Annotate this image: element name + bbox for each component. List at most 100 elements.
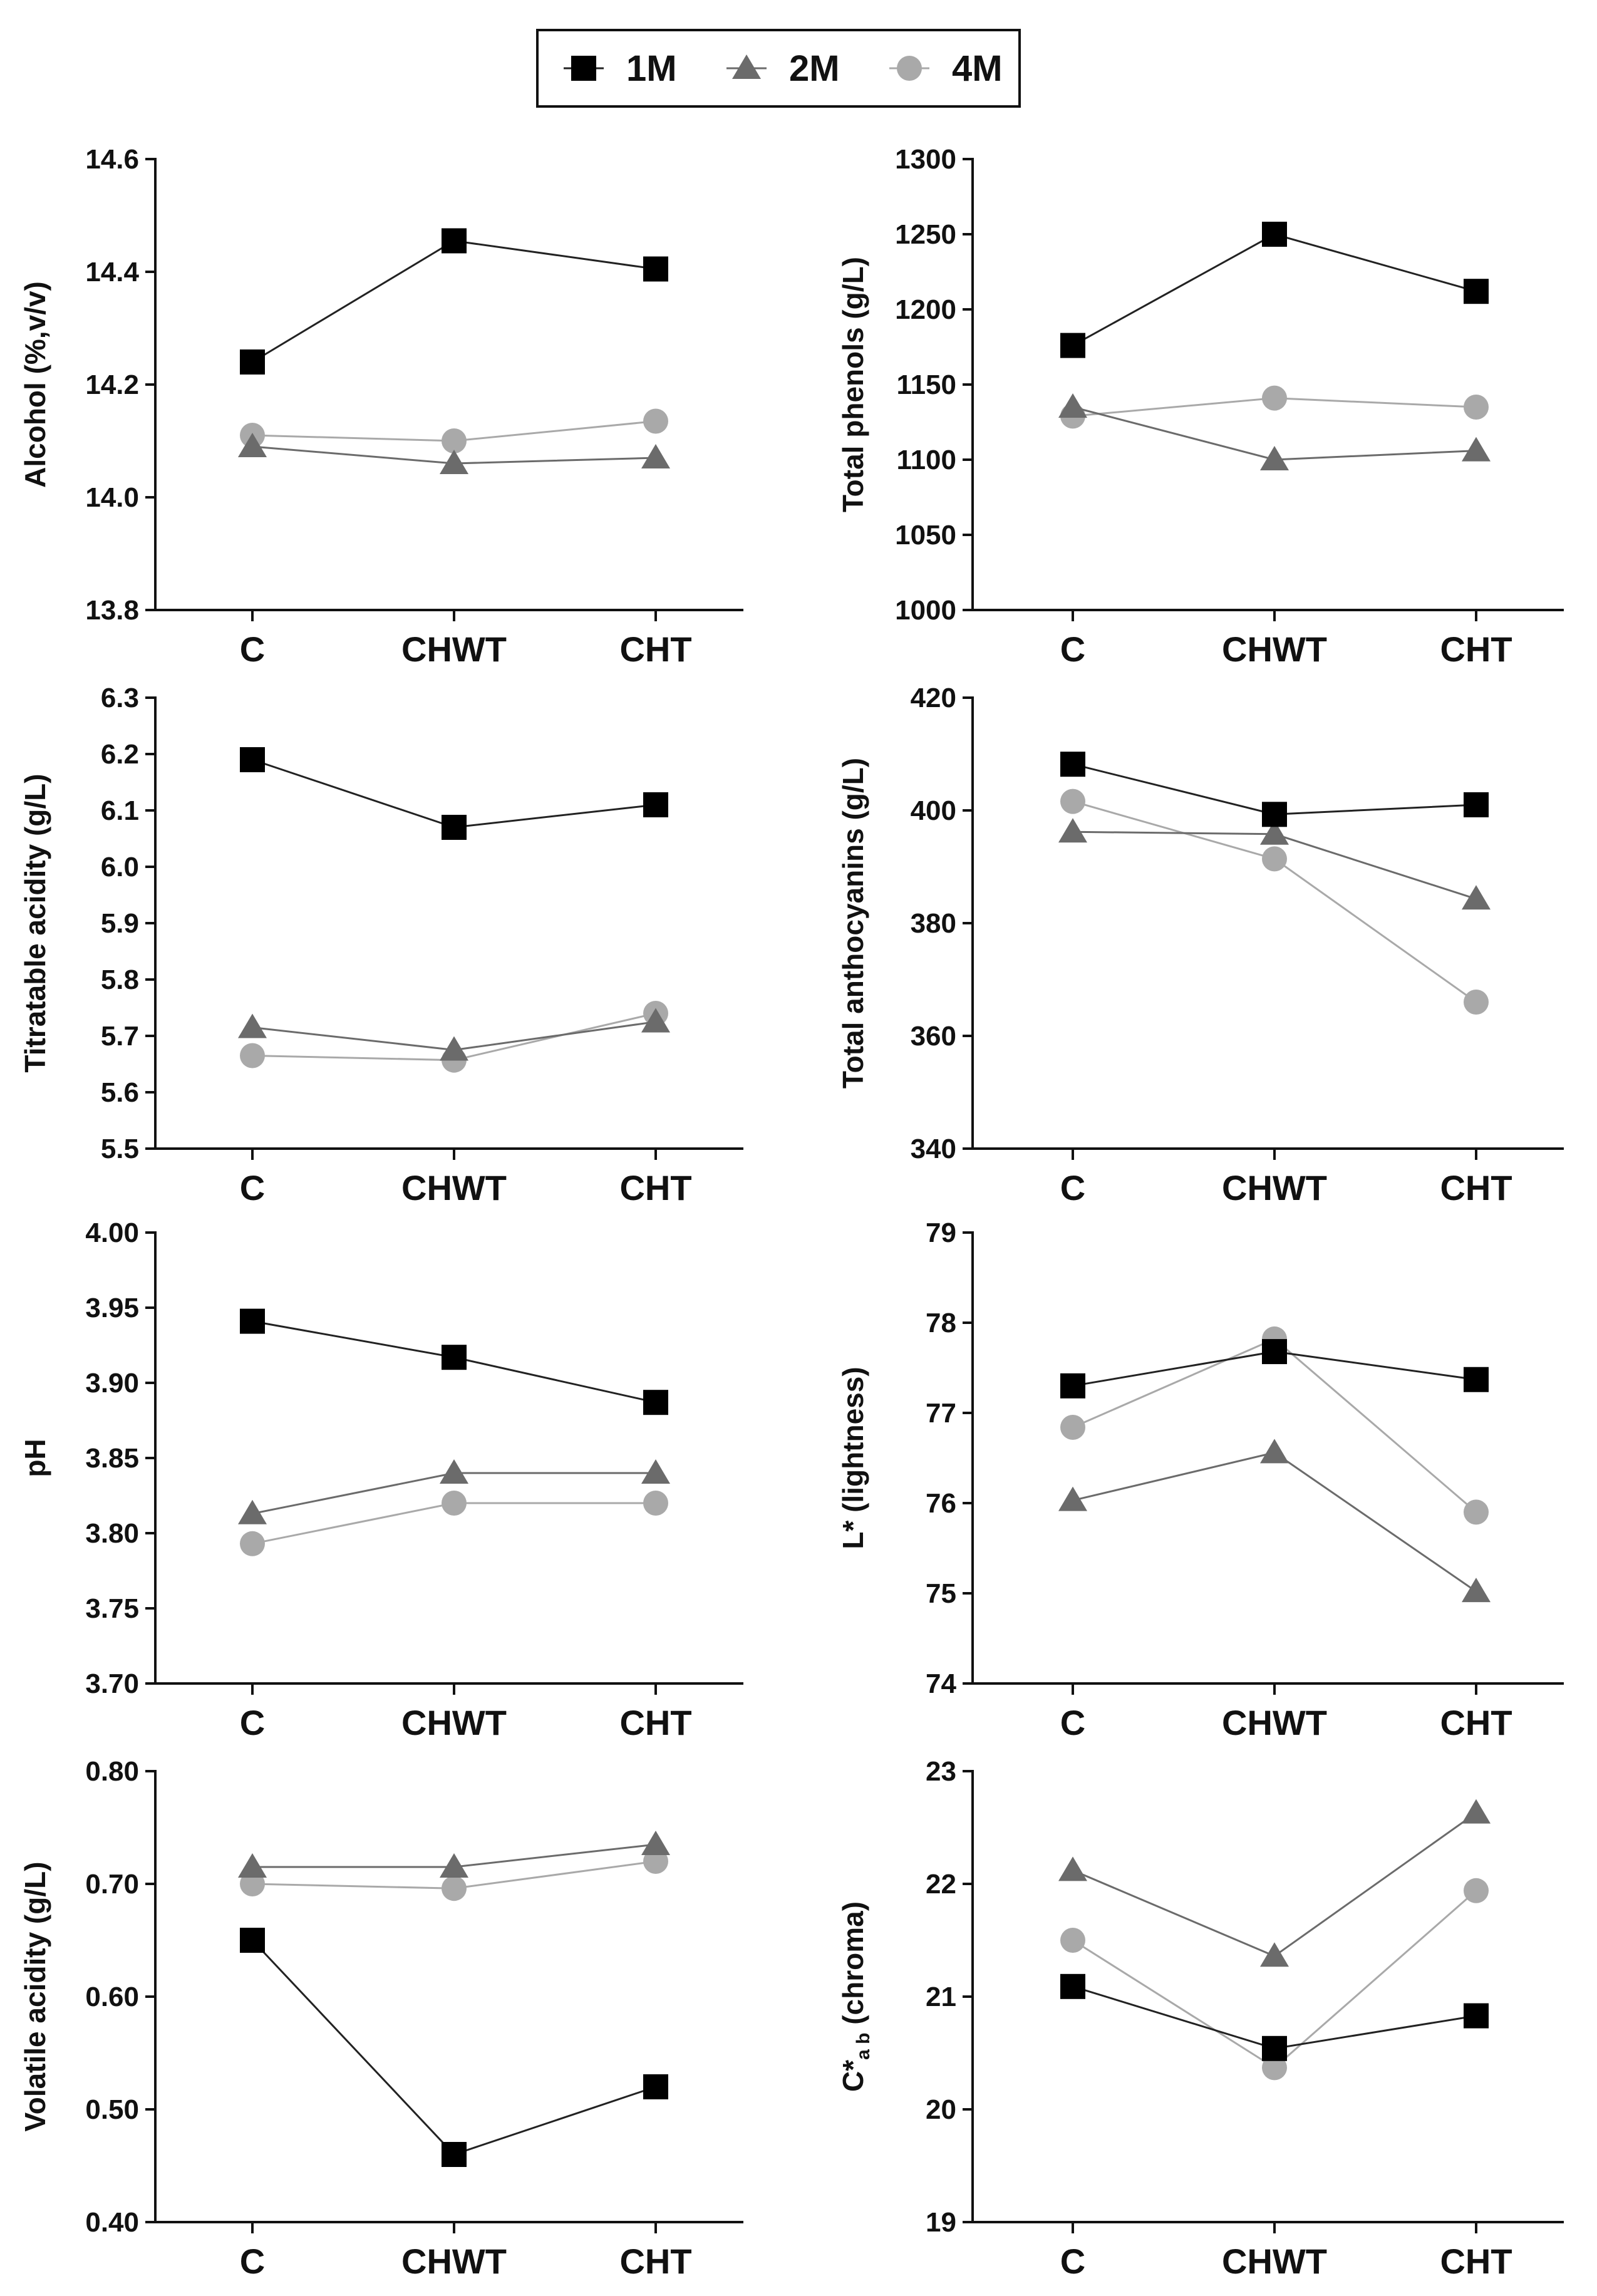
x-tick-label: CHT xyxy=(1440,1703,1512,1742)
data-point-2M xyxy=(440,1853,468,1878)
y-tick-label: 14.6 xyxy=(85,144,139,175)
data-point-2M xyxy=(641,1008,670,1033)
x-tick-label: CHWT xyxy=(401,629,507,669)
data-point-2M xyxy=(1058,1856,1087,1881)
y-tick-label: 1100 xyxy=(897,445,956,475)
data-point-2M xyxy=(1462,1799,1491,1824)
data-point-2M xyxy=(1058,818,1087,843)
data-point-1M xyxy=(1464,2003,1489,2029)
y-tick-label: 1050 xyxy=(895,520,956,551)
data-point-1M xyxy=(240,1928,265,1953)
x-tick-label: C xyxy=(1060,1703,1085,1742)
chart-panel-2: 1000 1050 1100 1150 1200 1250 1300 C CHWT CHT Tota… xyxy=(837,144,1564,669)
y-tick-label: 3.75 xyxy=(85,1593,139,1624)
data-point-1M xyxy=(442,1345,467,1370)
y-tick-label: 79 xyxy=(926,1218,956,1248)
y-tick-label: 19 xyxy=(926,2207,956,2238)
y-tick-label: 0.70 xyxy=(85,1869,139,1900)
data-point-1M xyxy=(240,349,265,375)
y-axis-title: Alcohol (%,v/v) xyxy=(19,281,51,488)
data-point-4M xyxy=(1464,1499,1489,1525)
data-point-2M xyxy=(238,433,267,457)
x-tick-label: CHWT xyxy=(401,1168,507,1207)
data-point-1M xyxy=(643,1390,668,1415)
data-point-2M xyxy=(1462,437,1491,462)
data-point-2M xyxy=(238,1499,267,1524)
x-tick-label: CHWT xyxy=(1222,1703,1327,1742)
data-point-1M xyxy=(442,815,467,840)
y-tick-label: 14.2 xyxy=(85,370,139,400)
data-point-2M xyxy=(641,444,670,468)
y-tick-label: 13.8 xyxy=(85,595,139,626)
y-tick-label: 4.00 xyxy=(85,1218,139,1248)
data-point-1M xyxy=(1060,333,1085,358)
data-point-4M xyxy=(1464,990,1489,1015)
data-point-2M xyxy=(1462,1578,1491,1603)
x-tick-label: CHWT xyxy=(1222,629,1327,669)
data-point-4M xyxy=(1060,789,1085,814)
data-point-1M xyxy=(1060,752,1085,777)
y-tick-label: 0.40 xyxy=(85,2207,139,2238)
y-tick-label: 3.85 xyxy=(85,1443,139,1474)
x-tick-label: CHT xyxy=(619,2242,691,2281)
y-axis-title: C*a b (chroma) xyxy=(837,1901,874,2092)
series-line-1M xyxy=(252,239,656,363)
data-point-1M xyxy=(1262,802,1287,827)
data-point-1M xyxy=(240,747,265,772)
data-point-1M xyxy=(1060,1973,1085,1999)
y-axis-title: Total phenols (g/L) xyxy=(837,257,869,512)
y-tick-label: 340 xyxy=(911,1134,956,1164)
data-point-1M xyxy=(643,792,668,817)
legend-marker-1M xyxy=(571,56,596,81)
data-point-1M xyxy=(1464,792,1489,817)
y-tick-label: 76 xyxy=(926,1488,956,1519)
x-tick-label: CHT xyxy=(1440,629,1512,669)
data-point-2M xyxy=(1260,1439,1289,1464)
x-tick-label: C xyxy=(1060,629,1085,669)
data-point-4M xyxy=(1464,1878,1489,1903)
x-tick-label: CHT xyxy=(619,629,691,669)
data-point-4M xyxy=(240,1531,265,1556)
data-point-4M xyxy=(643,1491,668,1516)
series-line-2M xyxy=(1072,1451,1477,1593)
chart-panel-3: 5.5 5.6 5.7 5.8 5.9 6.0 6.1 6.2 6.3 C CHWT CHT Titra… xyxy=(19,683,743,1207)
data-point-4M xyxy=(1060,1928,1085,1953)
x-tick-label: C xyxy=(240,1168,265,1207)
y-tick-label: 20 xyxy=(926,2094,956,2125)
y-tick-label: 22 xyxy=(926,1869,956,1900)
x-tick-label: CHWT xyxy=(401,1703,507,1742)
data-point-1M xyxy=(1262,222,1287,247)
series-line-2M xyxy=(1072,1812,1477,1957)
y-tick-label: 380 xyxy=(911,908,956,939)
data-point-1M xyxy=(643,256,668,282)
y-tick-label: 1150 xyxy=(897,370,956,400)
data-point-2M xyxy=(1260,820,1289,845)
chart-panel-7: 0.40 0.50 0.60 0.70 0.80 C CHWT CHT Volatile aci… xyxy=(19,1756,743,2281)
data-point-1M xyxy=(240,1308,265,1334)
data-point-1M xyxy=(1464,1367,1489,1392)
data-point-1M xyxy=(1262,2035,1287,2061)
data-point-2M xyxy=(238,1013,267,1038)
data-point-4M xyxy=(1262,2055,1287,2081)
y-tick-label: 6.2 xyxy=(101,739,139,770)
x-tick-label: CHT xyxy=(619,1703,691,1742)
legend-label-2M: 2M xyxy=(789,48,840,89)
legend: 1M 2M 4M xyxy=(536,29,1021,108)
legend-label-1M: 1M xyxy=(626,48,677,89)
data-point-2M xyxy=(1260,446,1289,470)
chart-panel-5: 3.70 3.75 3.80 3.85 3.90 3.95 4.00 C CHWT CHT pH xyxy=(19,1218,743,1742)
series-line-1M xyxy=(251,1939,656,2156)
y-tick-label: 5.9 xyxy=(101,908,139,939)
data-point-4M xyxy=(643,408,668,434)
y-tick-label: 1300 xyxy=(895,144,956,175)
y-axis-title: pH xyxy=(19,1439,51,1477)
data-point-4M xyxy=(442,1491,467,1516)
data-point-4M xyxy=(442,428,467,453)
x-tick-label: CHWT xyxy=(1222,2242,1327,2281)
data-point-1M xyxy=(442,228,467,254)
legend-label-4M: 4M xyxy=(952,48,1003,89)
y-tick-label: 78 xyxy=(926,1308,956,1338)
y-tick-label: 74 xyxy=(926,1668,956,1699)
y-tick-label: 1250 xyxy=(895,219,956,250)
y-tick-label: 77 xyxy=(926,1398,956,1429)
